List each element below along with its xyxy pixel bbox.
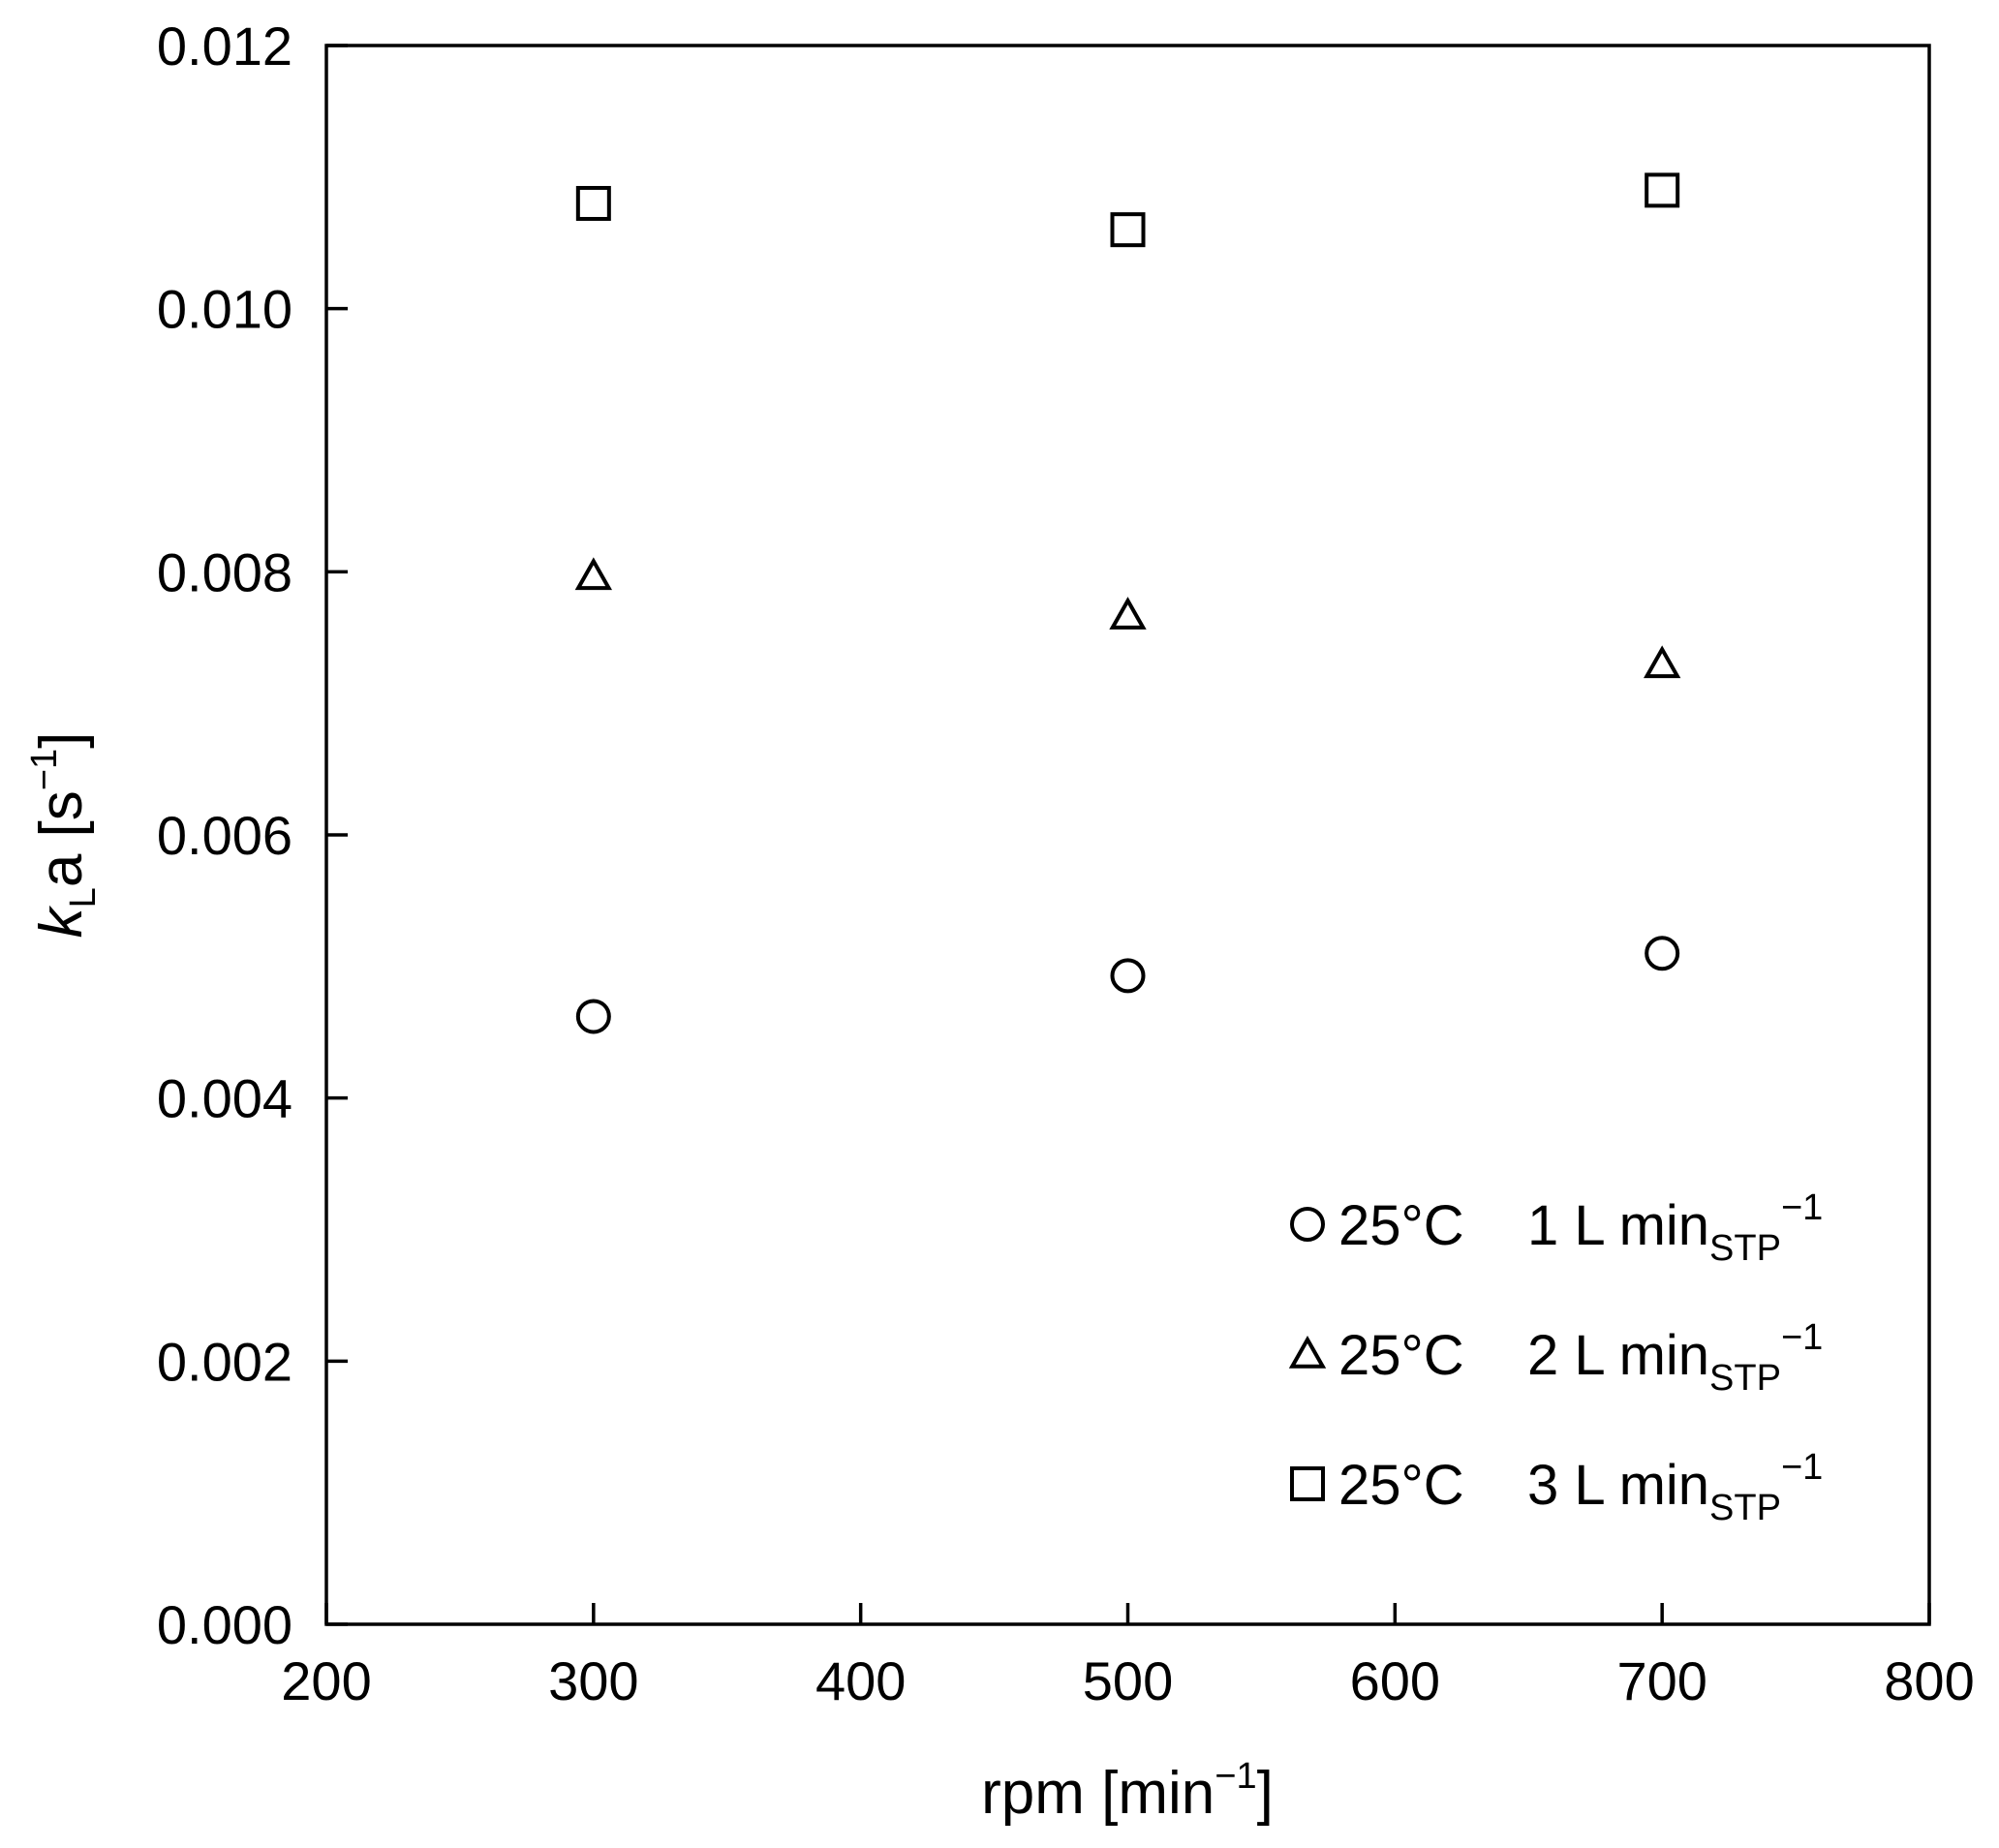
x-tick-label: 400 (815, 1650, 906, 1711)
x-axis-ticks: 200 300 400 500 600 700 800 (281, 1603, 1975, 1711)
x-axis-title: rpm [min−1] (981, 1756, 1274, 1827)
y-axis-title-close: ] (28, 732, 95, 749)
plot-area-frame (324, 44, 1931, 1626)
x-axis-title-base: rpm [min (981, 1760, 1215, 1827)
legend-flow-sup: −1 (1781, 1187, 1823, 1228)
data-point-square (1645, 172, 1680, 208)
legend-entry-label: 25°C 3 L minSTP−1 (1338, 1447, 1823, 1528)
legend-flow: 3 L min (1527, 1454, 1709, 1517)
y-tick-label: 0.004 (157, 1068, 292, 1129)
legend-temp: 25°C (1338, 1324, 1464, 1387)
y-tick-label: 0.006 (157, 805, 292, 866)
legend-marker-square (1290, 1466, 1325, 1501)
data-point-circle (575, 999, 611, 1034)
data-markers (574, 172, 1681, 1034)
data-point-square (1110, 212, 1146, 248)
legend-temp: 25°C (1338, 1454, 1464, 1517)
legend-flow-sub: STP (1709, 1358, 1781, 1399)
x-tick-label: 200 (281, 1650, 371, 1711)
y-tick-label: 0.012 (157, 15, 292, 77)
y-tick-label: 0.000 (157, 1594, 292, 1655)
legend-marker-triangle (1288, 1335, 1327, 1369)
legend-flow-sub: STP (1709, 1228, 1781, 1269)
legend-flow-sup: −1 (1781, 1447, 1823, 1488)
y-axis-title-base: a [s (28, 790, 95, 887)
data-point-square (575, 186, 611, 221)
y-tick-label: 0.002 (157, 1331, 292, 1392)
legend-flow: 1 L min (1527, 1194, 1709, 1257)
data-point-triangle (1109, 597, 1147, 630)
y-tick-label: 0.010 (157, 279, 292, 340)
legend: 25°C 1 L minSTP−125°C 2 L minSTP−125°C 3 L … (1288, 1187, 1823, 1528)
x-tick-label: 300 (548, 1650, 638, 1711)
y-axis-title: kLa [s−1] (24, 732, 104, 939)
legend-marker-circle (1290, 1207, 1325, 1242)
y-axis-title-italic: k (28, 905, 95, 938)
y-axis-ticks: 0.000 0.002 0.004 0.006 0.008 0.010 0.012 (157, 15, 348, 1655)
data-point-circle (1110, 958, 1146, 994)
x-axis-title-close: ] (1257, 1760, 1274, 1827)
x-tick-label: 800 (1884, 1650, 1974, 1711)
legend-entry-label: 25°C 1 L minSTP−1 (1338, 1187, 1823, 1269)
x-axis-title-sup: −1 (1215, 1756, 1256, 1797)
y-axis-title-group: kLa [s−1] (24, 732, 104, 939)
data-point-triangle (1643, 645, 1681, 679)
y-tick-label: 0.008 (157, 541, 292, 602)
x-tick-label: 500 (1083, 1650, 1173, 1711)
x-tick-label: 600 (1350, 1650, 1440, 1711)
data-point-triangle (574, 557, 613, 591)
legend-flow: 2 L min (1527, 1324, 1709, 1387)
legend-entry-label: 25°C 2 L minSTP−1 (1338, 1317, 1823, 1399)
legend-temp: 25°C (1338, 1194, 1464, 1257)
legend-flow-sup: −1 (1781, 1317, 1823, 1358)
data-point-circle (1645, 936, 1680, 971)
y-axis-title-sub: L (63, 887, 104, 908)
x-tick-label: 700 (1616, 1650, 1707, 1711)
y-axis-title-sup: −1 (24, 749, 65, 790)
legend-flow-sub: STP (1709, 1488, 1781, 1528)
